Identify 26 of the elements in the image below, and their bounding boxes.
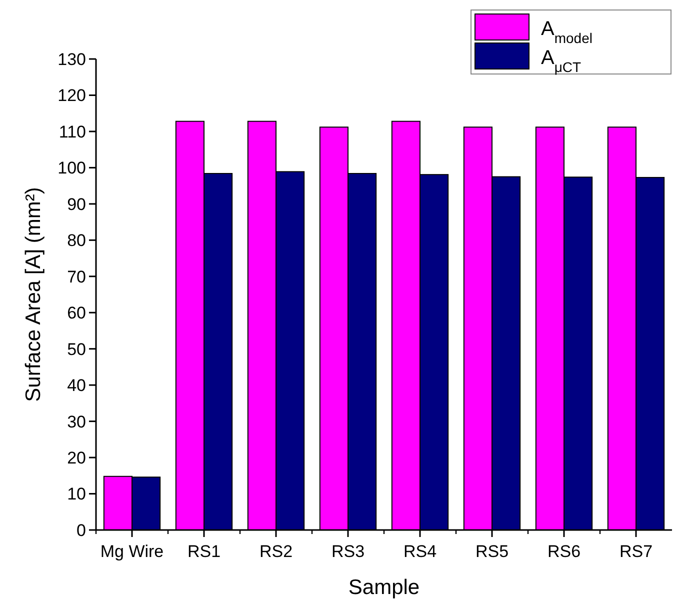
y-tick-label: 100	[58, 158, 86, 178]
y-tick-label: 120	[58, 86, 86, 106]
x-tick-label: RS3	[331, 542, 365, 561]
legend-label: A$_{model}$	[541, 18, 592, 46]
x-tick-label: RS1	[187, 542, 221, 561]
x-tick-label: RS2	[259, 542, 293, 561]
legend-label: A$_{μCT}$	[541, 47, 582, 75]
y-tick-label: 10	[67, 484, 86, 504]
y-tick-label: 40	[67, 376, 86, 396]
x-tick-label: RS4	[403, 542, 437, 561]
y-tick-label: 50	[67, 340, 86, 359]
y-tick-label: 90	[67, 194, 86, 214]
x-axis-title: Sample	[348, 576, 420, 599]
y-tick-label: 0	[76, 520, 86, 540]
x-tick-label: RS6	[547, 542, 581, 561]
y-tick-label: 130	[58, 50, 86, 69]
x-tick-label: RS5	[475, 542, 509, 561]
y-tick-label: 80	[67, 231, 86, 250]
x-tick-label: Mg Wire	[100, 542, 164, 561]
y-tick-label: 60	[67, 304, 86, 323]
y-tick-label: 30	[67, 412, 86, 432]
y-tick-label: 20	[67, 448, 86, 468]
y-axis-title: Surface Area [A] (mm²)	[22, 187, 45, 402]
x-tick-label: RS7	[619, 542, 653, 561]
y-tick-label: 110	[58, 122, 86, 142]
y-tick-label: 70	[67, 267, 86, 286]
